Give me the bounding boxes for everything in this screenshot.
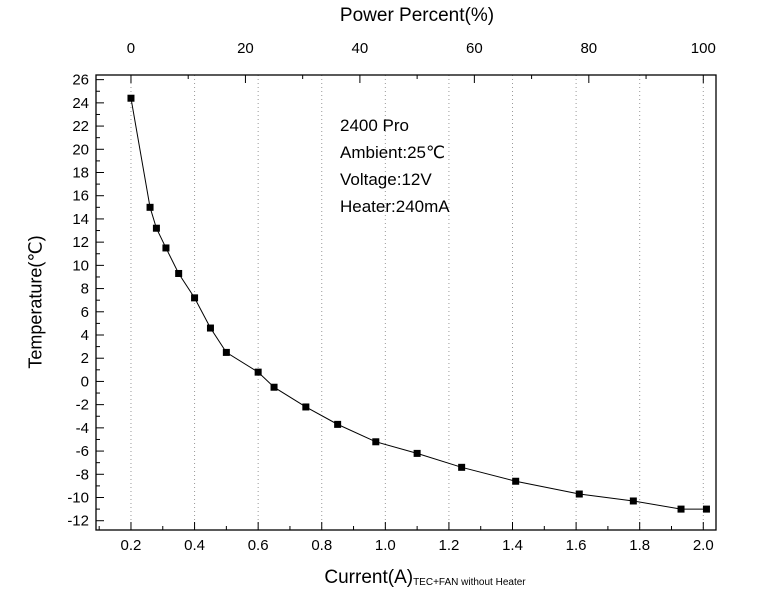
data-point-marker <box>629 497 637 505</box>
data-point-marker <box>127 94 135 102</box>
x-axis-title: Current(A)TEC+FAN without Heater <box>324 567 525 589</box>
data-point-marker <box>334 420 342 428</box>
y-tick-label: -2 <box>76 397 89 414</box>
x-axis-subtitle: TEC+FAN without Heater <box>413 577 526 588</box>
top-tick-label: 40 <box>352 40 369 57</box>
y-tick-label: 0 <box>81 373 89 390</box>
top-tick-label: 60 <box>466 40 483 57</box>
annotation-box: 2400 Pro Ambient:25℃ Voltage:12V Heater:… <box>340 112 450 220</box>
top-tick-label: 20 <box>237 40 254 57</box>
data-point-marker <box>254 368 262 376</box>
y-tick-label: -12 <box>67 513 89 530</box>
x-tick-label: 0.2 <box>121 537 142 554</box>
y-tick-label: 4 <box>81 327 89 344</box>
x-tick-label: 1.4 <box>502 537 523 554</box>
data-point-marker <box>191 294 199 302</box>
data-point-marker <box>372 438 380 446</box>
data-point-marker <box>146 203 154 211</box>
data-point-marker <box>575 490 583 498</box>
top-tick-label: 80 <box>580 40 597 57</box>
y-tick-label: 24 <box>72 95 89 112</box>
y-tick-label: 12 <box>72 234 89 251</box>
y-tick-label: -6 <box>76 443 89 460</box>
x-tick-label: 0.4 <box>184 537 205 554</box>
y-tick-label: -8 <box>76 466 89 483</box>
y-tick-label: -4 <box>76 420 89 437</box>
data-point-marker <box>162 244 170 252</box>
top-axis-title: Power Percent(%) <box>339 5 495 26</box>
y-tick-label: 2 <box>81 350 89 367</box>
x-tick-label: 1.8 <box>629 537 650 554</box>
data-point-marker <box>677 505 685 513</box>
data-point-marker <box>175 269 183 277</box>
y-tick-label: 10 <box>72 257 89 274</box>
y-tick-label: 22 <box>72 118 89 135</box>
data-point-marker <box>270 383 278 391</box>
x-axis-title-text: Current(A) <box>324 567 414 588</box>
annotation-line-ambient: Ambient:25℃ <box>340 143 446 162</box>
x-tick-label: 0.8 <box>311 537 332 554</box>
x-tick-label: 2.0 <box>693 537 714 554</box>
annotation-line-voltage: Voltage:12V <box>340 170 432 189</box>
top-tick-label: 0 <box>127 40 135 57</box>
data-point-marker <box>222 348 230 356</box>
y-tick-label: -10 <box>67 490 89 507</box>
data-point-marker <box>702 505 710 513</box>
data-point-marker <box>458 463 466 471</box>
plot-frame <box>95 74 717 531</box>
y-tick-label: 14 <box>72 211 89 228</box>
y-tick-label: 20 <box>72 141 89 158</box>
data-point-marker <box>302 403 310 411</box>
data-point-marker <box>512 477 520 485</box>
x-tick-label: 1.6 <box>566 537 587 554</box>
x-tick-label: 0.6 <box>248 537 269 554</box>
y-tick-label: 8 <box>81 281 89 298</box>
annotation-line-model: 2400 Pro <box>340 116 409 135</box>
x-tick-label: 1.0 <box>375 537 396 554</box>
data-point-marker <box>152 224 160 232</box>
y-tick-label: 16 <box>72 188 89 205</box>
data-point-marker <box>206 324 214 332</box>
y-axis-title: Temperature(℃) <box>25 235 46 369</box>
y-tick-label: 6 <box>81 304 89 321</box>
top-tick-label: 100 <box>691 40 716 57</box>
data-point-marker <box>413 449 421 457</box>
annotation-line-heater: Heater:240mA <box>340 197 450 216</box>
data-line <box>130 98 707 510</box>
y-tick-label: 26 <box>72 72 89 89</box>
x-tick-label: 1.2 <box>438 537 459 554</box>
y-tick-label: 18 <box>72 165 89 182</box>
